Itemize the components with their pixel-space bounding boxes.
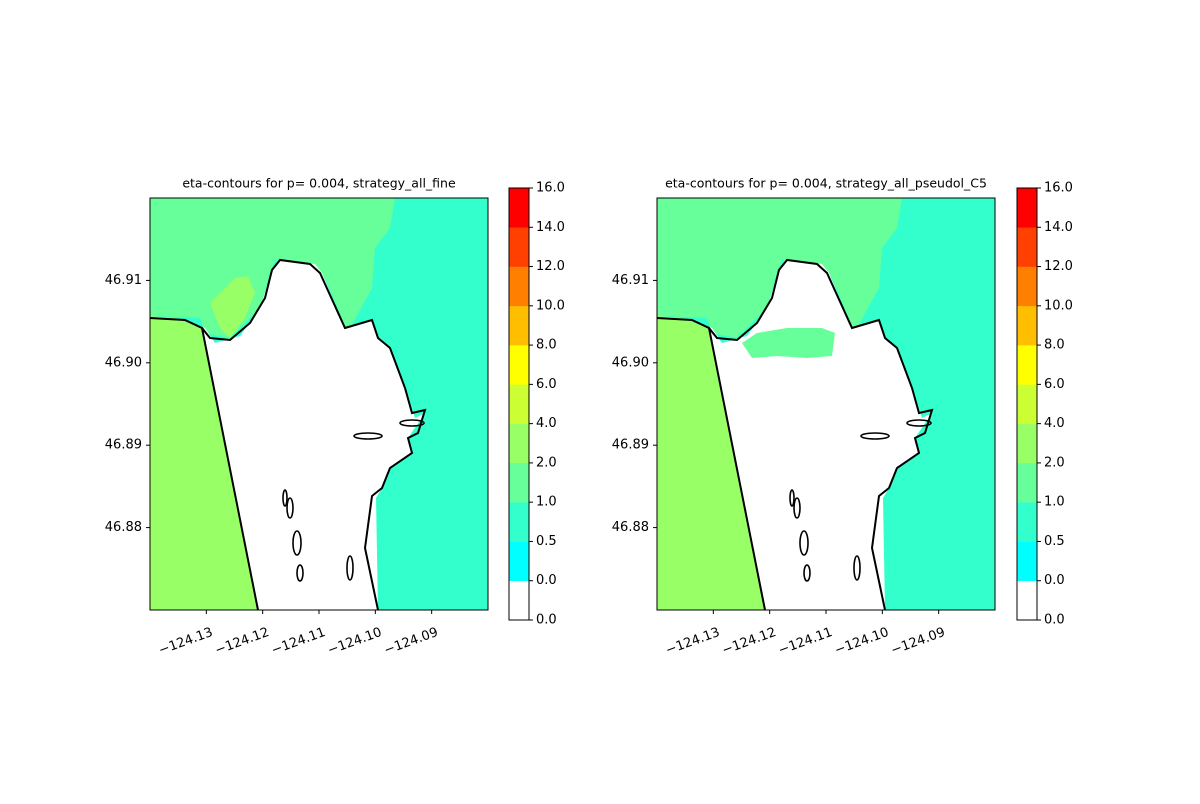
island — [296, 564, 304, 582]
colorbar-label: 4.0 — [1044, 416, 1065, 431]
colorbar-label: 2.0 — [1044, 455, 1065, 470]
colorbar-band — [509, 266, 529, 307]
island — [789, 489, 795, 507]
colorbar-band — [1017, 502, 1037, 542]
colorbar-label: 4.0 — [536, 416, 557, 431]
island — [353, 432, 383, 440]
colorbar-label: 0.0 — [1044, 573, 1065, 588]
colorbar-band — [509, 227, 529, 267]
colorbar-label: 8.0 — [1044, 338, 1065, 353]
colorbar-band — [509, 541, 529, 582]
x-tick-label: −124.09 — [382, 625, 440, 658]
island — [346, 555, 354, 581]
island — [803, 564, 811, 582]
colorbar-label: 0.0 — [1044, 613, 1065, 628]
colorbar-band — [1017, 384, 1037, 424]
x-tick-label: −124.12 — [720, 625, 778, 658]
colorbar-band — [509, 423, 529, 464]
colorbar-label: 6.0 — [536, 377, 557, 392]
colorbar-band — [509, 580, 529, 621]
y-tick-label: 46.90 — [612, 355, 649, 370]
colorbar-band — [1017, 188, 1037, 228]
colorbar-frame — [1016, 187, 1038, 621]
colorbar-label: 2.0 — [536, 455, 557, 470]
colorbar-label: 16.0 — [1044, 181, 1073, 196]
colorbar-label: 0.5 — [536, 534, 557, 549]
x-tick-label: −124.13 — [157, 625, 215, 658]
map-region — [657, 316, 769, 610]
y-tick-label: 46.89 — [612, 438, 649, 453]
island — [292, 530, 302, 556]
island — [286, 497, 294, 519]
island — [853, 555, 861, 581]
chart-title: eta-contours for p= 0.004, strategy_all_… — [182, 176, 456, 191]
y-tick-label: 46.91 — [105, 273, 142, 288]
y-tick-label: 46.88 — [612, 520, 649, 535]
y-tick-label: 46.91 — [612, 273, 649, 288]
island — [793, 497, 801, 519]
x-tick-label: −124.10 — [833, 625, 891, 658]
x-tick-label: −124.11 — [269, 625, 327, 658]
colorbar-band — [1017, 580, 1037, 621]
colorbar-band — [1017, 227, 1037, 267]
map — [149, 198, 488, 611]
colorbar-label: 10.0 — [536, 298, 565, 313]
colorbar-label: 1.0 — [536, 495, 557, 510]
island — [399, 419, 425, 427]
colorbar-band — [509, 462, 529, 503]
colorbar-band — [1017, 305, 1037, 346]
island — [906, 419, 932, 427]
colorbar-label: 12.0 — [536, 259, 565, 274]
island — [860, 432, 890, 440]
colorbar-band — [509, 384, 529, 424]
colorbar-label: 0.5 — [1044, 534, 1065, 549]
colorbar-band — [1017, 266, 1037, 307]
x-tick-label: −124.10 — [326, 625, 384, 658]
y-tick-label: 46.88 — [105, 520, 142, 535]
colorbar-band — [509, 305, 529, 346]
colorbar-band — [1017, 423, 1037, 464]
map-region — [185, 260, 425, 610]
x-tick-label: −124.12 — [213, 625, 271, 658]
x-tick-label: −124.11 — [776, 625, 834, 658]
x-tick-label: −124.09 — [889, 625, 947, 658]
island — [282, 489, 288, 507]
colorbar-label: 0.0 — [536, 613, 557, 628]
colorbar-label: 6.0 — [1044, 377, 1065, 392]
colorbar-frame — [508, 187, 530, 621]
y-tick-label: 46.90 — [105, 355, 142, 370]
x-tick-label: −124.13 — [664, 625, 722, 658]
colorbar-label: 0.0 — [536, 573, 557, 588]
island — [799, 530, 809, 556]
colorbar-label: 10.0 — [1044, 298, 1073, 313]
colorbar-band — [509, 345, 529, 385]
map-region — [150, 316, 262, 610]
colorbar-band — [509, 502, 529, 542]
colorbar-label: 16.0 — [536, 181, 565, 196]
map-region — [742, 328, 835, 358]
map-region — [657, 198, 902, 338]
colorbar-label: 14.0 — [536, 220, 565, 235]
colorbar-label: 14.0 — [1044, 220, 1073, 235]
colorbar-band — [509, 188, 529, 228]
colorbar-band — [1017, 345, 1037, 385]
map — [656, 198, 995, 611]
coastline — [656, 258, 934, 611]
colorbar-band — [1017, 541, 1037, 582]
coastline — [149, 258, 427, 611]
colorbar-label: 1.0 — [1044, 495, 1065, 510]
colorbar-label: 12.0 — [1044, 259, 1073, 274]
map-region — [210, 276, 255, 338]
chart-title: eta-contours for p= 0.004, strategy_all_… — [665, 176, 987, 191]
colorbar-band — [1017, 462, 1037, 503]
y-tick-label: 46.89 — [105, 438, 142, 453]
colorbar-label: 8.0 — [536, 338, 557, 353]
